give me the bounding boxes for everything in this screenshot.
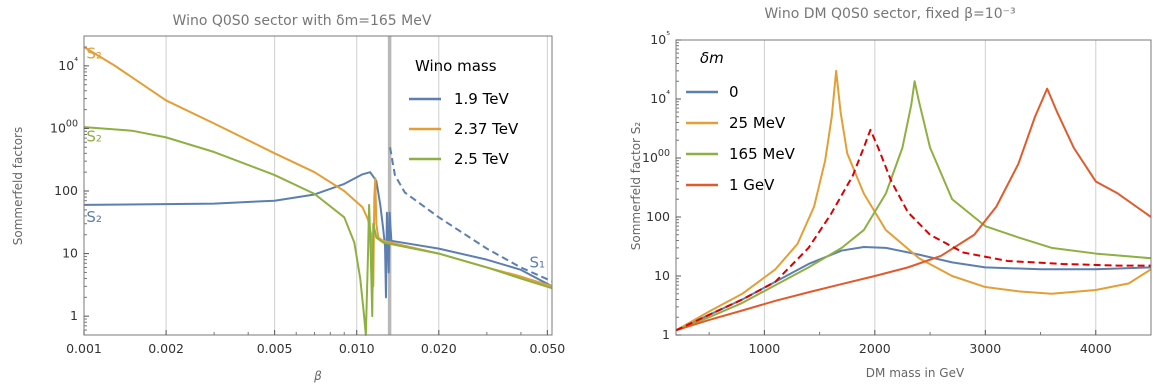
right-ticks: 1000 2000 3000 4000 1 10 100 1000 10⁴ 10⁵ (642, 30, 1112, 356)
left-grid (83, 36, 548, 335)
left-legend: Wino mass 1.9 TeV 2.37 TeV 2.5 TeV (409, 57, 519, 168)
legend-title: Wino mass (415, 57, 497, 75)
right-chart: Wino DM Q0S0 sector, fixed β=10⁻³ 1000 20… (629, 6, 1152, 380)
left-chart-title: Wino Q0S0 sector with δm=165 MeV (173, 13, 432, 29)
series-line-0 (83, 171, 553, 299)
y-tick-label: 10 (62, 246, 78, 261)
right-x-axis-label: DM mass in GeV (866, 366, 965, 380)
legend-label: 1.9 TeV (454, 90, 509, 108)
series-line-4 (675, 128, 1151, 332)
y-tick-label: 100 (54, 183, 78, 198)
left-chart: Wino Q0S0 sector with δm=165 MeV 0.001 0.… (11, 13, 565, 383)
right-series-group (675, 69, 1152, 332)
legend-label: 165 MeV (729, 145, 796, 163)
x-tick-label: 3000 (969, 341, 1001, 356)
x-tick-label: 0.050 (529, 341, 565, 356)
x-tick-label: 1000 (748, 341, 780, 356)
x-tick-label: 0.020 (421, 341, 457, 356)
x-tick-label: 0.005 (257, 341, 293, 356)
y-tick-label: 1 (662, 327, 670, 342)
left-series-group (83, 46, 553, 336)
x-tick-label: 0.010 (339, 341, 375, 356)
series-line-3 (83, 126, 553, 336)
legend-label: 2.5 TeV (454, 150, 509, 168)
left-annotations: S₂ S₂ S₂ S₁ (86, 45, 545, 272)
series-line-1 (389, 147, 553, 283)
y-tick-label: 10 (654, 268, 670, 283)
left-y-axis-label: Sommerfeld factors (11, 127, 25, 245)
right-y-axis-label: Sommerfeld factor S₂ (629, 122, 643, 251)
right-grid (763, 40, 1097, 335)
y-tick-label: 10⁴ (58, 56, 78, 73)
legend-label: 0 (729, 83, 739, 101)
right-legend: δm 0 25 MeV 165 MeV 1 GeV (686, 49, 796, 194)
left-x-axis-label: β (313, 369, 322, 383)
series-line-0 (675, 246, 1152, 332)
y-tick-label: 1 (70, 308, 78, 323)
series-annotation: S₁ (529, 253, 545, 271)
legend-label: 25 MeV (729, 114, 786, 132)
y-tick-label: 100 (646, 209, 670, 224)
y-tick-label: 10⁵ (650, 30, 670, 47)
series-annotation: S₂ (86, 45, 102, 63)
legend-title: δm (700, 49, 724, 67)
y-tick-label: 1000 (642, 148, 670, 165)
x-tick-label: 0.001 (66, 341, 102, 356)
series-line-1 (675, 69, 1152, 332)
left-plot-frame (83, 35, 553, 336)
x-tick-label: 0.002 (148, 341, 184, 356)
series-line-3 (675, 87, 1152, 332)
legend-label: 2.37 TeV (454, 120, 519, 138)
right-plot-frame (675, 39, 1152, 336)
legend-label: 1 GeV (729, 176, 775, 194)
right-chart-title: Wino DM Q0S0 sector, fixed β=10⁻³ (764, 6, 1015, 22)
series-annotation: S₂ (86, 208, 102, 226)
left-ticks: 0.001 0.002 0.005 0.010 0.020 0.050 1 10 100 1000… (50, 46, 565, 356)
x-tick-label: 4000 (1080, 341, 1112, 356)
x-tick-label: 2000 (859, 341, 891, 356)
series-line-2 (675, 80, 1152, 332)
y-tick-label: 1000 (50, 118, 78, 135)
y-tick-label: 10⁴ (650, 89, 670, 106)
series-annotation: S₂ (86, 127, 102, 145)
